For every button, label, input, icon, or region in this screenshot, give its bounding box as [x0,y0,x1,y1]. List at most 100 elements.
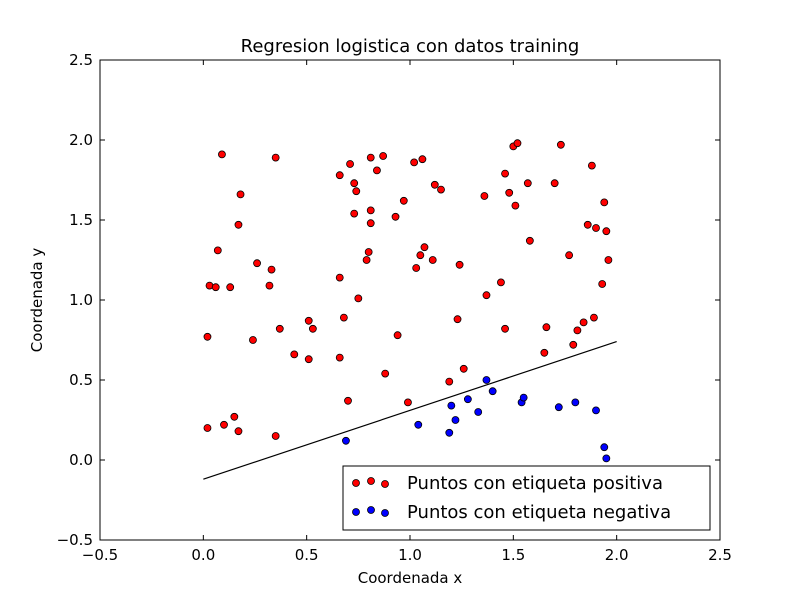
point-positive [271,432,280,440]
point-positive [253,259,261,268]
x-axis-label: Coordenada x [358,569,463,587]
point-positive [354,294,363,303]
y-tick-label: 0.5 [69,371,93,389]
point-negative [342,436,350,445]
point-positive [497,278,505,287]
x-tick-label: 0.5 [295,546,319,564]
point-positive [335,171,344,180]
point-positive [430,180,439,189]
legend-marker-positive [352,479,360,487]
point-positive [482,291,491,300]
point-positive [565,251,574,260]
point-positive [271,153,280,162]
point-positive [391,212,400,221]
point-positive [604,256,613,264]
point-positive [393,331,402,340]
point-negative [519,393,528,402]
point-positive [598,280,607,288]
point-positive [550,179,559,188]
point-negative [451,416,460,424]
point-positive [265,281,274,290]
series-negative [342,376,611,463]
x-tick-label: −0.5 [82,546,118,564]
point-positive [399,196,408,205]
legend-entry-negative: Puntos con etiqueta negativa [352,502,671,523]
point-positive [203,424,212,432]
point-positive [236,190,245,199]
point-positive [234,220,243,229]
x-tick-label: 1.5 [501,546,525,564]
point-positive [304,355,313,364]
point-positive [542,323,551,332]
point-negative [554,403,563,412]
point-positive [573,326,582,335]
point-positive [344,396,352,405]
point-positive [569,340,578,349]
point-positive [366,219,375,228]
point-positive [366,206,375,215]
point-positive [505,188,514,197]
point-positive [602,227,611,236]
point-positive [418,155,427,164]
point-positive [412,264,421,272]
y-tick-label: 0.0 [69,451,93,469]
point-negative [474,408,483,416]
y-tick-label: 1.5 [69,211,93,229]
point-positive [437,185,445,194]
point-positive [203,332,212,341]
point-positive [556,140,565,149]
point-positive [366,153,375,162]
point-negative [447,401,456,410]
x-tick-label: 2.0 [605,546,629,564]
decision-boundary-line [203,341,617,480]
point-positive [511,201,520,210]
point-positive [335,273,344,282]
legend-marker-negative [352,508,360,516]
point-positive [249,336,257,344]
point-positive [364,248,373,256]
chart-title: Regresion logistica con datos training [241,36,580,57]
point-positive [592,224,600,232]
point-positive [410,158,419,167]
point-negative [463,395,472,404]
y-tick-label: 2.5 [69,51,93,69]
point-positive [339,313,348,322]
legend-marker-negative [367,506,375,514]
y-tick-label: 2.0 [69,131,93,149]
point-positive [220,420,228,429]
legend-marker-positive [367,477,375,485]
point-positive [501,324,509,333]
point-positive [267,265,276,274]
legend-label-negative: Puntos con etiqueta negativa [407,502,671,523]
point-positive [583,220,592,229]
point-positive [362,256,371,264]
point-negative [571,398,580,407]
y-tick-label: −0.5 [57,531,93,549]
point-positive [335,353,344,362]
point-negative [602,454,611,463]
point-positive [234,427,243,436]
point-positive [304,316,313,325]
point-positive [213,246,222,255]
point-positive [445,377,454,386]
point-negative [600,443,609,452]
point-positive [579,318,588,327]
point-positive [513,139,522,148]
point-positive [350,209,359,218]
point-positive [308,324,317,333]
point-positive [453,315,462,324]
point-positive [373,166,381,175]
legend-label-positive: Puntos con etiqueta positiva [407,473,663,494]
point-positive [230,412,239,421]
point-negative [414,420,423,429]
point-positive [226,283,235,292]
point-positive [218,150,226,159]
point-negative [482,376,491,384]
legend-marker-negative [381,509,389,517]
point-positive [501,169,509,178]
y-axis-label: Coordenada y [28,248,46,353]
point-positive [525,236,534,245]
point-positive [420,243,429,252]
legend-box [342,465,711,531]
